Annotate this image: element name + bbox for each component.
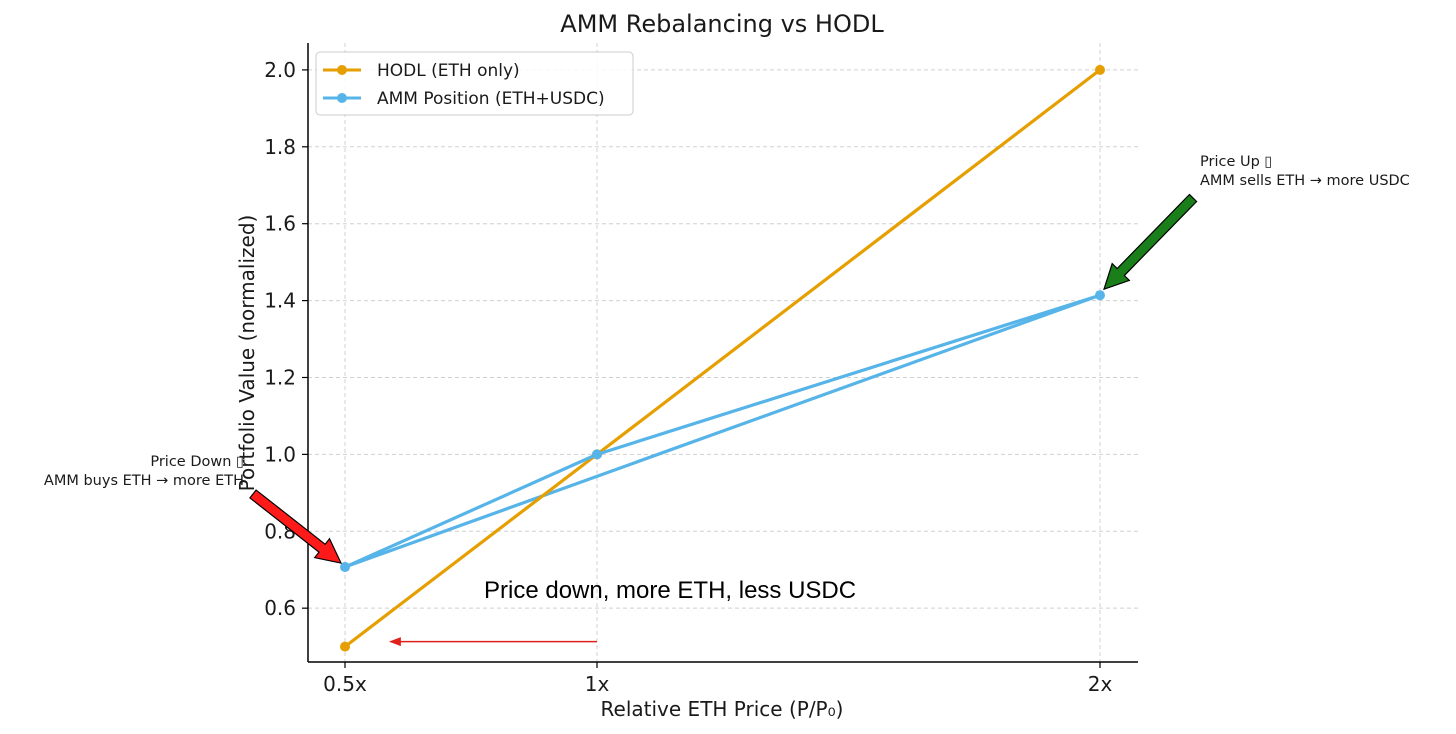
series-layer bbox=[340, 64, 1105, 652]
legend-marker-hodl bbox=[337, 65, 347, 75]
y-tick-label: 0.6 bbox=[264, 596, 296, 620]
ticks: 0.60.81.01.21.41.61.82.00.5x 1x 2x bbox=[264, 58, 1112, 696]
annotation-price-up-line2: AMM sells ETH → more USDC bbox=[1200, 173, 1410, 189]
annotation-price-up-arrow bbox=[1103, 193, 1198, 291]
legend-label-amm: AMM Position (ETH+USDC) bbox=[377, 89, 605, 109]
series-line-amm-path bbox=[344, 293, 1101, 569]
grid bbox=[308, 43, 1138, 662]
legend-label-hodl: HODL (ETH only) bbox=[377, 61, 520, 81]
y-tick-label: 1.8 bbox=[264, 135, 296, 159]
annotation-price-down: Price Down ▯ AMM buys ETH → more ETH bbox=[44, 454, 343, 564]
x-tick-label: 2x bbox=[1088, 672, 1113, 696]
x-tick-label: 1x bbox=[585, 672, 610, 696]
x-axis-label: Relative ETH Price (P/P₀) bbox=[601, 697, 844, 721]
legend-frame bbox=[315, 51, 634, 116]
series-line-hodl bbox=[344, 68, 1101, 648]
amm-point bbox=[592, 449, 602, 460]
y-axis-label: Portfolio Value (normalized) bbox=[235, 215, 259, 492]
chart-title: AMM Rebalancing vs HODL bbox=[560, 10, 884, 38]
y-tick-label: 1.6 bbox=[264, 212, 296, 236]
y-tick-label: 1.4 bbox=[264, 289, 296, 313]
annotation-price-up: Price Up ▯ AMM sells ETH → more USDC bbox=[1103, 154, 1410, 291]
annotation-price-down-line2: AMM buys ETH → more ETH bbox=[44, 473, 244, 489]
legend-marker-amm bbox=[337, 93, 347, 103]
amm-point bbox=[1095, 290, 1105, 301]
price-down-note: Price down, more ETH, less USDC bbox=[388, 577, 856, 647]
y-tick-label: 2.0 bbox=[264, 58, 296, 82]
hodl-point bbox=[1095, 64, 1105, 75]
y-tick-label: 1.0 bbox=[264, 442, 296, 466]
price-down-note-text: Price down, more ETH, less USDC bbox=[484, 577, 856, 604]
annotation-price-down-arrow bbox=[249, 489, 343, 564]
legend: HODL (ETH only) AMM Position (ETH+USDC) bbox=[315, 51, 634, 116]
annotation-price-down-line1: Price Down ▯ bbox=[150, 454, 244, 470]
amm-point bbox=[340, 562, 350, 573]
axes bbox=[307, 43, 1138, 663]
hodl-point bbox=[340, 641, 350, 652]
annotation-price-up-line1: Price Up ▯ bbox=[1200, 154, 1272, 170]
x-tick-label: 0.5x bbox=[323, 672, 367, 696]
y-tick-label: 1.2 bbox=[264, 365, 296, 389]
